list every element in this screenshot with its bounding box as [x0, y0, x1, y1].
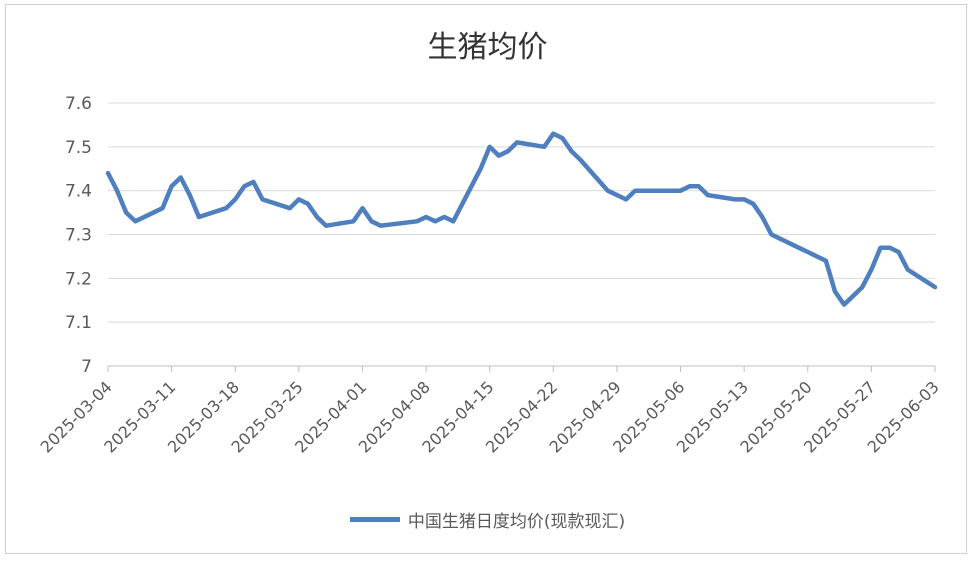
- chart-frame: [5, 4, 967, 554]
- y-tick-label: 7.3: [65, 226, 92, 246]
- legend-line-marker: [349, 517, 400, 522]
- y-tick-label: 7.6: [65, 94, 92, 114]
- chart-title: 生猪均价: [427, 30, 548, 65]
- y-tick-label: 7: [81, 357, 92, 377]
- y-tick-label: 7.4: [65, 182, 92, 202]
- y-tick-label: 7.2: [65, 269, 92, 289]
- legend: 中国生猪日度均价(现款现汇): [0, 507, 975, 532]
- legend-label: 中国生猪日度均价(现款现汇): [407, 512, 626, 532]
- y-tick-label: 7.5: [65, 138, 92, 158]
- y-tick-label: 7.1: [65, 313, 92, 333]
- series-line: [105, 131, 938, 307]
